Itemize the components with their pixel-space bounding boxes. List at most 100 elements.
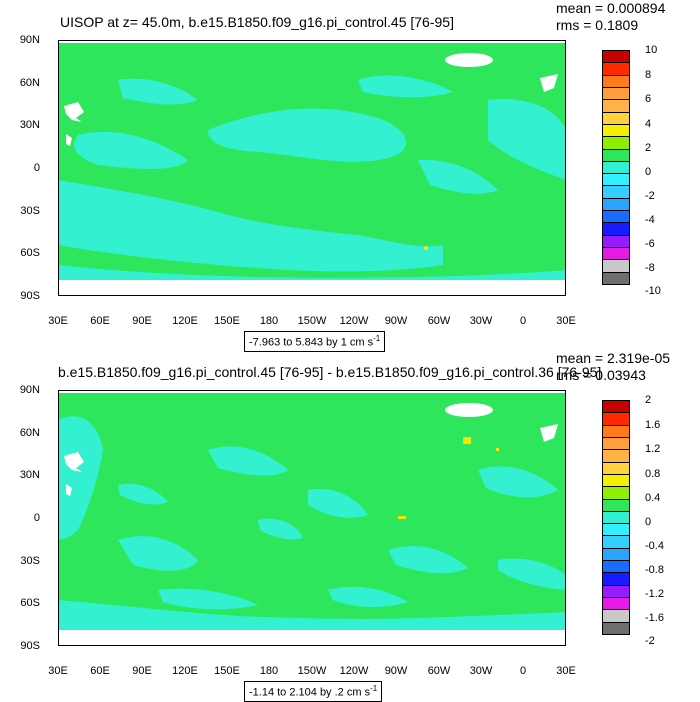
- colorbar-swatch: [602, 510, 630, 525]
- colorbar-label: -10: [645, 285, 661, 297]
- colorbar-swatch: [602, 271, 630, 285]
- colorbar-label: 6: [645, 93, 652, 105]
- x-tick-label: 30W: [469, 665, 493, 677]
- panel-title: UISOP at z= 45.0m, b.e15.B1850.f09_g16.p…: [60, 14, 454, 30]
- colorbar-swatch: [602, 547, 630, 562]
- colorbar-label: 2: [645, 142, 652, 154]
- x-tick-label: 0: [519, 665, 527, 677]
- colorbar-swatch: [602, 123, 630, 138]
- positive-spot: [424, 246, 428, 250]
- x-tick-label: 180: [259, 315, 279, 327]
- y-tick-label: 60S: [20, 247, 40, 259]
- x-tick-label: 90W: [384, 665, 408, 677]
- colorbar: [602, 400, 630, 635]
- colorbar-swatch: [602, 473, 630, 488]
- x-tick-label: 30E: [48, 315, 68, 327]
- x-tick-label: 0: [519, 315, 527, 327]
- colorbar-label: 10: [645, 44, 658, 56]
- y-tick-label: 90N: [19, 34, 40, 46]
- colorbar-label: 8: [645, 69, 652, 81]
- colorbar-label: -8: [645, 262, 655, 274]
- colorbar-swatch: [602, 160, 630, 175]
- colorbar-label: -2: [645, 635, 655, 647]
- colorbar-swatch: [602, 621, 630, 635]
- x-tick-label: 90E: [132, 315, 152, 327]
- y-tick-label: 90S: [20, 290, 40, 302]
- land-mask: [58, 390, 566, 646]
- y-tick-label: 30S: [20, 205, 40, 217]
- x-tick-label: 180: [259, 665, 279, 677]
- x-tick-label: 60W: [427, 665, 451, 677]
- colorbar-swatch: [602, 148, 630, 162]
- panel-title: b.e15.B1850.f09_g16.pi_control.45 [76-95…: [58, 364, 602, 380]
- colorbar-swatch: [602, 572, 630, 586]
- colorbar-swatch: [602, 400, 630, 414]
- y-tick-label: 30S: [20, 555, 40, 567]
- top-map-panel: UISOP at z= 45.0m, b.e15.B1850.f09_g16.p…: [0, 0, 700, 352]
- colorbar-swatch: [602, 99, 630, 113]
- x-tick-label: 150E: [214, 665, 240, 677]
- colorbar-label: 2: [645, 394, 652, 406]
- world-map: [58, 40, 566, 296]
- colorbar-swatch: [602, 609, 630, 623]
- colorbar-swatch: [602, 197, 630, 212]
- y-tick-label: 0: [33, 512, 40, 524]
- colorbar-swatch: [602, 86, 630, 101]
- x-tick-label: 60E: [90, 315, 110, 327]
- contour-range-label: -1.14 to 2.104 by .2 cm s-1: [244, 681, 383, 702]
- colorbar-swatch: [602, 560, 630, 574]
- x-tick-label: 30E: [556, 315, 576, 327]
- colorbar-swatch: [602, 74, 630, 88]
- colorbar-label: -1.2: [645, 588, 664, 600]
- bottom-map-panel: b.e15.B1850.f09_g16.pi_control.45 [76-95…: [0, 350, 700, 702]
- colorbar-label: 4: [645, 118, 652, 130]
- colorbar-label: -2: [645, 190, 655, 202]
- colorbar-swatch: [602, 234, 630, 249]
- colorbar-swatch: [602, 62, 630, 76]
- mean-value: mean = 2.319e-05: [556, 350, 671, 366]
- colorbar-swatch: [602, 111, 630, 125]
- y-tick-label: 30N: [19, 469, 40, 481]
- x-tick-label: 90W: [384, 315, 408, 327]
- x-tick-label: 120W: [339, 665, 369, 677]
- x-tick-label: 60W: [427, 315, 451, 327]
- colorbar-swatch: [602, 50, 630, 64]
- x-tick-label: 120W: [339, 315, 369, 327]
- colorbar-swatch: [602, 259, 630, 273]
- colorbar-swatch: [602, 597, 630, 611]
- colorbar-swatch: [602, 424, 630, 438]
- x-tick-label: 30E: [556, 665, 576, 677]
- colorbar-label: 1.6: [645, 419, 661, 431]
- colorbar-swatch: [602, 210, 630, 224]
- map-frame: [58, 40, 566, 296]
- colorbar-swatch: [602, 461, 630, 475]
- positive-spots: [398, 437, 499, 519]
- x-tick-label: 150E: [214, 315, 240, 327]
- x-tick-label: 30W: [469, 315, 493, 327]
- negative-anomaly-regions: [58, 416, 566, 630]
- colorbar-label: 0.4: [645, 492, 661, 504]
- colorbar-label: -0.4: [645, 540, 664, 552]
- negative-anomaly-regions: [58, 75, 566, 280]
- colorbar-label: -1.6: [645, 612, 664, 624]
- colorbar-swatch: [602, 222, 630, 236]
- x-tick-label: 90E: [132, 665, 152, 677]
- x-tick-label: 150W: [297, 315, 327, 327]
- contour-range-label: -7.963 to 5.843 by 1 cm s-1: [244, 331, 386, 352]
- y-tick-label: 90N: [19, 384, 40, 396]
- colorbar: [602, 50, 630, 285]
- y-tick-label: 30N: [19, 119, 40, 131]
- x-tick-label: 150W: [297, 665, 327, 677]
- rms-value: rms = 0.1809: [556, 17, 639, 33]
- y-tick-label: 60N: [19, 427, 40, 439]
- colorbar-swatch: [602, 486, 630, 500]
- land-mask: [58, 40, 566, 296]
- colorbar-label: 0: [645, 166, 652, 178]
- colorbar-label: 1.2: [645, 443, 661, 455]
- x-tick-label: 120E: [172, 665, 198, 677]
- map-frame: [58, 390, 566, 646]
- rms-value: rms = 0.03943: [556, 367, 646, 383]
- colorbar-swatch: [602, 436, 630, 451]
- x-tick-label: 120E: [172, 315, 198, 327]
- colorbar-label: -4: [645, 214, 655, 226]
